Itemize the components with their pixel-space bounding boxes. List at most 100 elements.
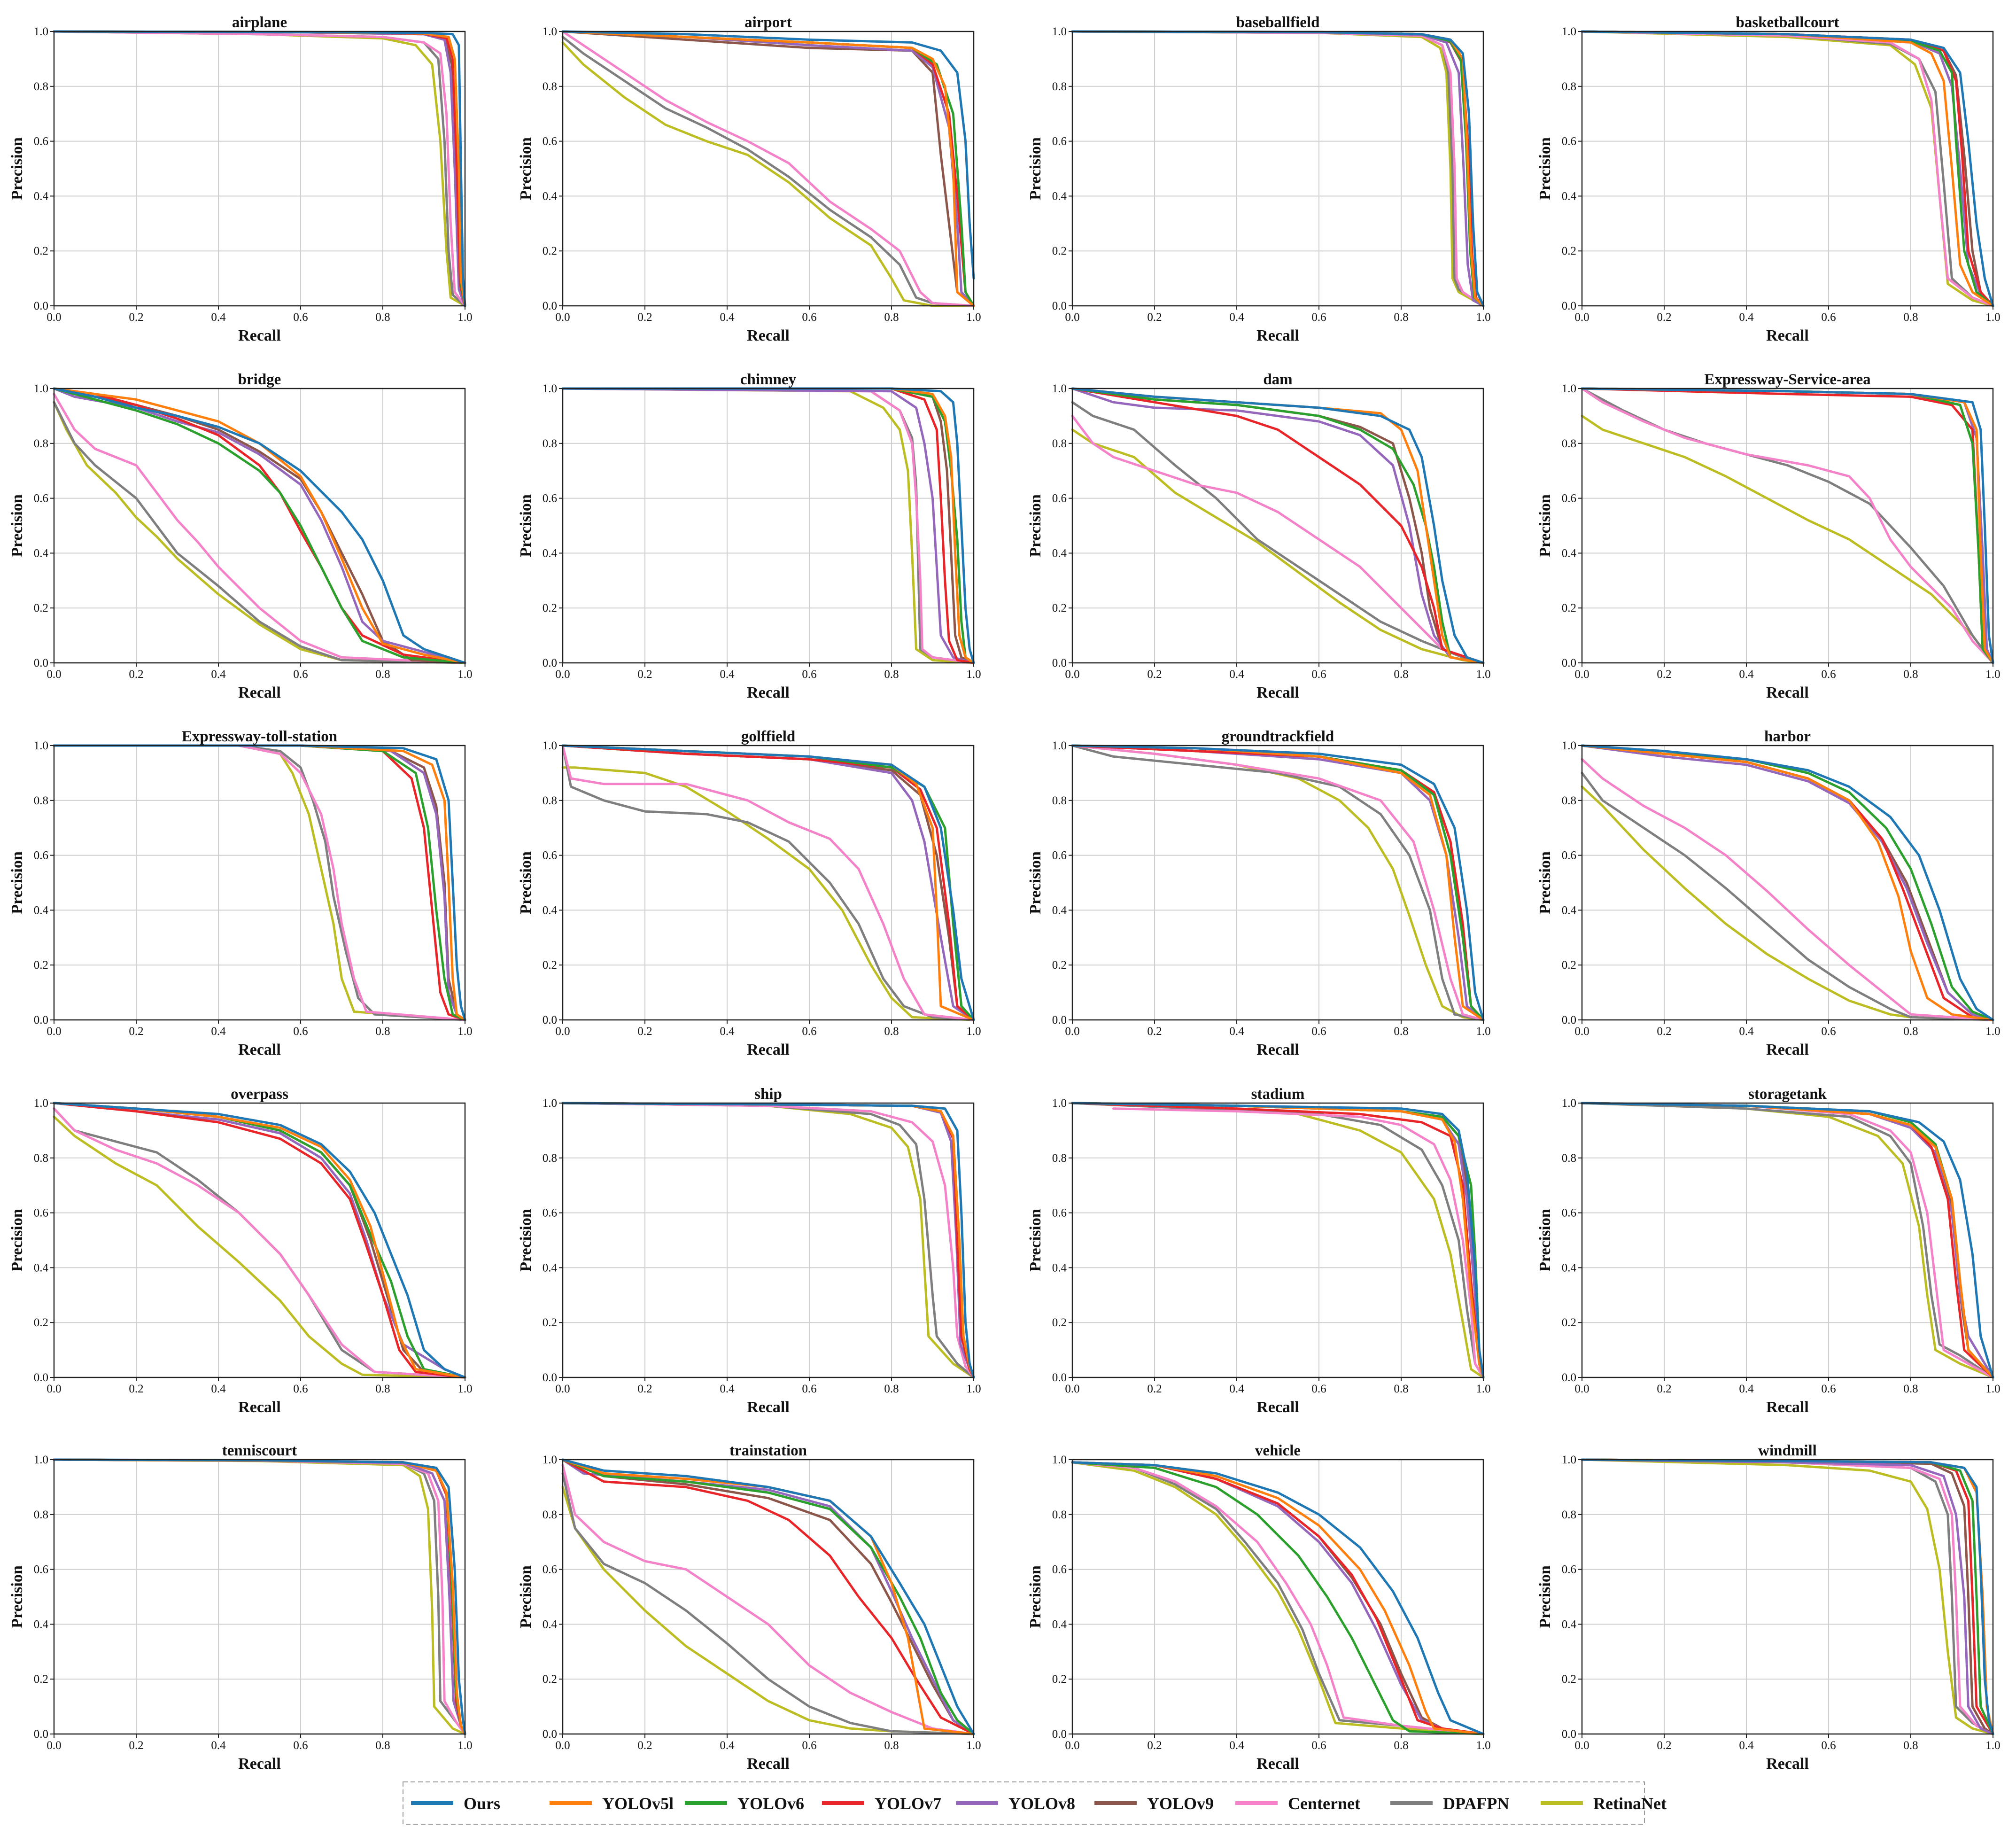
x-tick-label: 0.2	[1147, 1025, 1162, 1038]
series-line-retinanet	[561, 1102, 975, 1379]
y-axis-label: Precision	[1027, 1565, 1044, 1628]
series-line-yolov8	[561, 1102, 975, 1379]
legend-label: YOLOv6	[737, 1794, 804, 1813]
x-tick-label: 0.2	[129, 668, 143, 681]
series-line-retinanet	[53, 401, 466, 664]
panel-title: Expressway-toll-station	[182, 728, 337, 745]
x-tick-label: 0.4	[1229, 668, 1244, 681]
series-line-yolov8	[1581, 387, 1994, 664]
panel-ship: 0.0 0.2 0.4 0.6 0.8 1.0 0.0 0.2 0.4 0.6 0.8 1.0 ship…	[517, 1086, 981, 1416]
panel-windmill: 0.0 0.2 0.4 0.6 0.8 1.0 0.0 0.2 0.4 0.6 0.8 1.0 wind…	[1536, 1442, 2000, 1773]
series-line-yolov7	[1581, 30, 1994, 307]
y-tick-label: 0.4	[1052, 190, 1067, 202]
plot-frame	[562, 745, 975, 1021]
y-tick-label: 0.8	[1052, 1152, 1067, 1165]
series-line-yolov7	[1071, 1461, 1485, 1735]
x-axis-label: Recall	[1766, 1399, 1809, 1416]
x-tick-label: 0.8	[375, 311, 390, 324]
legend-item-yolov6: YOLOv6	[685, 1794, 804, 1813]
series-line-yolov8	[1071, 387, 1485, 664]
series-line-ours	[561, 1102, 975, 1379]
series-line-yolov9	[561, 1458, 975, 1735]
series-line-yolov7	[1071, 1102, 1485, 1379]
panel-title: dam	[1263, 371, 1292, 388]
series-line-dpafpn	[53, 401, 466, 664]
series-line-yolov7	[53, 30, 466, 307]
x-tick-label: 0.2	[1147, 668, 1162, 681]
x-tick-label: 0.4	[720, 1383, 735, 1395]
panel-vehicle: 0.0 0.2 0.4 0.6 0.8 1.0 0.0 0.2 0.4 0.6 0.8 1.0 vehi…	[1027, 1442, 1491, 1773]
y-axis-label: Precision	[517, 494, 535, 557]
x-tick-label: 0.2	[1657, 1383, 1671, 1395]
panel-title: airport	[744, 14, 792, 31]
y-tick-label: 0.2	[1052, 959, 1067, 972]
legend-item-ours: Ours	[411, 1794, 500, 1813]
panel-golffield: 0.0 0.2 0.4 0.6 0.8 1.0 0.0 0.2 0.4 0.6 0.8 1.0 golf…	[517, 728, 981, 1058]
plot-frame	[1581, 31, 1994, 307]
series-line-yolov7	[1581, 744, 1994, 1021]
x-tick-label: 0.8	[884, 1739, 899, 1752]
plot-frame	[53, 745, 466, 1021]
x-tick-label: 0.0	[47, 668, 61, 681]
x-tick-label: 1.0	[1985, 1383, 2000, 1395]
series-group	[1581, 1102, 1994, 1379]
x-axis-label: Recall	[1256, 1399, 1299, 1416]
x-tick-label: 0.4	[1739, 1383, 1754, 1395]
panel-title: basketballcourt	[1736, 14, 1839, 31]
x-tick-label: 0.4	[1229, 311, 1244, 324]
y-tick-label: 0.4	[34, 190, 49, 202]
x-tick-label: 0.0	[1574, 1383, 1589, 1395]
series-group	[53, 387, 466, 664]
plot-frame	[1581, 1459, 1994, 1735]
y-tick-label: 1.0	[543, 25, 557, 38]
series-line-ours	[53, 387, 466, 664]
x-tick-label: 1.0	[1985, 1025, 2000, 1038]
series-group	[561, 1458, 975, 1735]
series-line-yolov9	[1581, 387, 1994, 664]
y-tick-label: 1.0	[1052, 382, 1067, 395]
panel-title: ship	[754, 1086, 782, 1103]
plot-frame	[1071, 388, 1484, 664]
series-line-yolov6	[53, 1102, 466, 1379]
x-tick-label: 0.4	[720, 311, 735, 324]
series-line-yolov5l	[1581, 30, 1994, 307]
series-line-ours	[1071, 387, 1485, 664]
y-tick-label: 1.0	[1562, 1097, 1576, 1110]
x-tick-label: 0.8	[884, 668, 899, 681]
series-line-ours	[1071, 1102, 1485, 1379]
y-tick-label: 0.4	[1562, 190, 1577, 202]
series-line-dpafpn	[1071, 1102, 1485, 1379]
x-tick-label: 1.0	[1476, 311, 1490, 324]
series-line-ours	[53, 30, 466, 307]
series-line-dpafpn	[1071, 744, 1485, 1021]
series-group	[53, 30, 466, 307]
x-tick-label: 0.0	[1065, 1739, 1079, 1752]
y-tick-label: 1.0	[34, 739, 48, 752]
series-group	[1071, 30, 1485, 307]
series-line-yolov8	[53, 744, 466, 1021]
series-line-dpafpn	[1581, 771, 1994, 1021]
series-line-ours	[561, 744, 975, 1021]
y-tick-label: 0.4	[543, 190, 558, 202]
x-tick-label: 1.0	[457, 668, 472, 681]
x-tick-label: 0.4	[211, 1025, 226, 1038]
series-line-yolov5l	[53, 30, 466, 307]
legend-label: YOLOv8	[1008, 1794, 1075, 1813]
y-axis-label: Precision	[1027, 494, 1044, 557]
series-line-ours	[1581, 387, 1994, 664]
y-tick-label: 0.0	[543, 1371, 557, 1384]
y-tick-label: 1.0	[1562, 739, 1576, 752]
x-tick-label: 0.2	[1657, 1739, 1671, 1752]
y-tick-label: 0.6	[1562, 1207, 1576, 1220]
y-axis-label: Precision	[1027, 1209, 1044, 1272]
y-tick-label: 0.2	[34, 959, 48, 972]
series-line-retinanet	[561, 387, 975, 664]
x-tick-label: 0.0	[555, 311, 570, 324]
y-axis-label: Precision	[517, 137, 535, 200]
series-line-retinanet	[561, 766, 975, 1021]
series-line-yolov8	[1071, 1102, 1485, 1379]
y-tick-label: 0.8	[543, 1508, 557, 1521]
y-tick-label: 1.0	[543, 739, 557, 752]
series-line-yolov8	[53, 1102, 466, 1379]
series-line-yolov7	[561, 387, 975, 664]
